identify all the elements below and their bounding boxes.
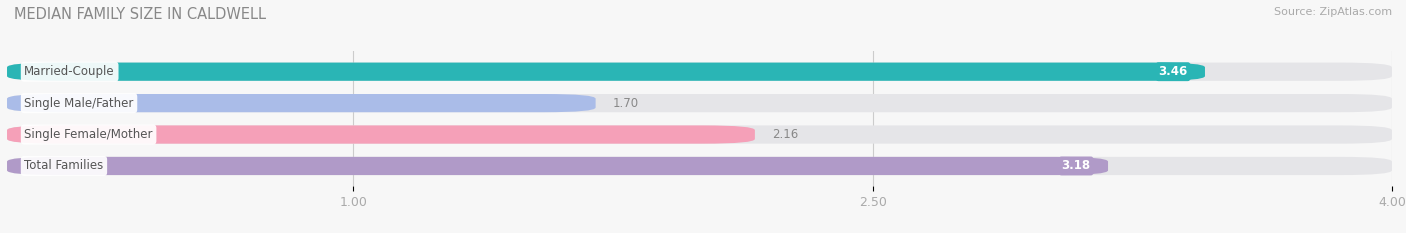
Text: Single Male/Father: Single Male/Father <box>24 97 134 110</box>
FancyBboxPatch shape <box>7 157 1108 175</box>
Text: MEDIAN FAMILY SIZE IN CALDWELL: MEDIAN FAMILY SIZE IN CALDWELL <box>14 7 266 22</box>
Text: Source: ZipAtlas.com: Source: ZipAtlas.com <box>1274 7 1392 17</box>
FancyBboxPatch shape <box>7 125 755 144</box>
Text: 1.70: 1.70 <box>613 97 640 110</box>
Text: Single Female/Mother: Single Female/Mother <box>24 128 153 141</box>
FancyBboxPatch shape <box>7 94 596 112</box>
Text: 2.16: 2.16 <box>772 128 799 141</box>
Text: 3.18: 3.18 <box>1062 159 1091 172</box>
Text: Total Families: Total Families <box>24 159 104 172</box>
FancyBboxPatch shape <box>7 94 1392 112</box>
Text: Married-Couple: Married-Couple <box>24 65 115 78</box>
FancyBboxPatch shape <box>7 125 1392 144</box>
Text: 3.46: 3.46 <box>1159 65 1188 78</box>
FancyBboxPatch shape <box>7 63 1205 81</box>
FancyBboxPatch shape <box>7 63 1392 81</box>
FancyBboxPatch shape <box>7 157 1392 175</box>
